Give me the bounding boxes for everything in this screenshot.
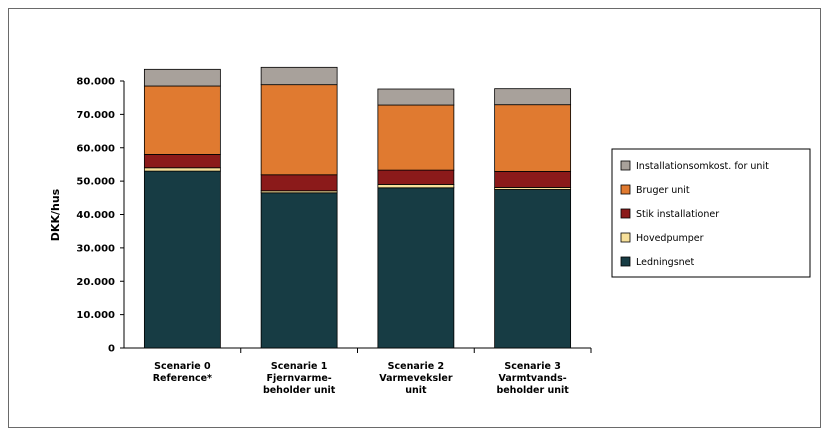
legend-swatch xyxy=(620,160,631,171)
category-label: beholder unit xyxy=(496,385,569,396)
bar-segment xyxy=(494,88,572,106)
y-tick-label: 60.000 xyxy=(76,143,115,154)
bar-segment xyxy=(143,167,221,172)
y-tick-label: 80.000 xyxy=(76,77,115,88)
bars xyxy=(143,66,572,349)
y-tick-label: 0 xyxy=(108,344,115,355)
chart-frame: 0 10.000 20.000 30.000 40.000 50.000 60.000 70.… xyxy=(8,8,821,428)
bar-segment xyxy=(377,184,455,189)
bar-segment xyxy=(377,104,455,171)
category-label: Scenarie 3 xyxy=(504,361,560,372)
legend-label: Stik installationer xyxy=(636,209,719,220)
category-label: Varmtvands- xyxy=(499,373,567,384)
legend-swatch xyxy=(620,256,631,267)
bar-segment xyxy=(143,68,221,87)
y-tick-label: 40.000 xyxy=(76,210,115,221)
bar-segment xyxy=(260,192,338,349)
y-axis-label: DKK/hus xyxy=(49,188,62,241)
category-label: Reference* xyxy=(153,373,212,384)
legend-swatch xyxy=(620,208,631,219)
y-tick-label: 20.000 xyxy=(76,277,115,288)
bar-segment xyxy=(377,169,455,185)
category-label: Fjernvarme- xyxy=(267,373,332,384)
y-tick-label: 50.000 xyxy=(76,177,115,188)
category-label: Scenarie 0 xyxy=(154,361,211,372)
legend-box xyxy=(611,148,811,278)
bar-segment xyxy=(143,154,221,169)
bar-segment xyxy=(143,85,221,155)
bar-segment xyxy=(260,66,338,86)
legend: Installationsomkost. for unit Bruger unit… xyxy=(611,148,811,278)
bar-segment xyxy=(260,174,338,192)
legend-label: Hovedpumper xyxy=(636,233,704,244)
bar-segment xyxy=(143,170,221,349)
category-label: Scenarie 1 xyxy=(271,361,327,372)
legend-swatch xyxy=(620,232,631,243)
bar-segment xyxy=(260,84,338,176)
bar-segment xyxy=(494,104,572,172)
legend-label: Ledningsnet xyxy=(636,257,695,268)
legend-label: Installationsomkost. for unit xyxy=(636,161,769,172)
legend-swatch xyxy=(620,184,631,195)
bar-segment xyxy=(494,189,572,349)
category-label: Varmeveksler xyxy=(379,373,453,384)
legend-label: Bruger unit xyxy=(636,185,690,196)
bar-segment xyxy=(494,171,572,188)
bar-segment xyxy=(377,187,455,349)
y-tick-label: 70.000 xyxy=(76,110,115,121)
category-label: Scenarie 2 xyxy=(388,361,444,372)
category-label: unit xyxy=(405,385,427,396)
category-label: beholder unit xyxy=(263,385,336,396)
y-tick-label: 30.000 xyxy=(76,243,115,254)
y-tick-label: 10.000 xyxy=(76,310,115,321)
stacked-bar-chart: 0 10.000 20.000 30.000 40.000 50.000 60.000 70.… xyxy=(49,66,811,396)
bar-segment xyxy=(377,88,455,106)
